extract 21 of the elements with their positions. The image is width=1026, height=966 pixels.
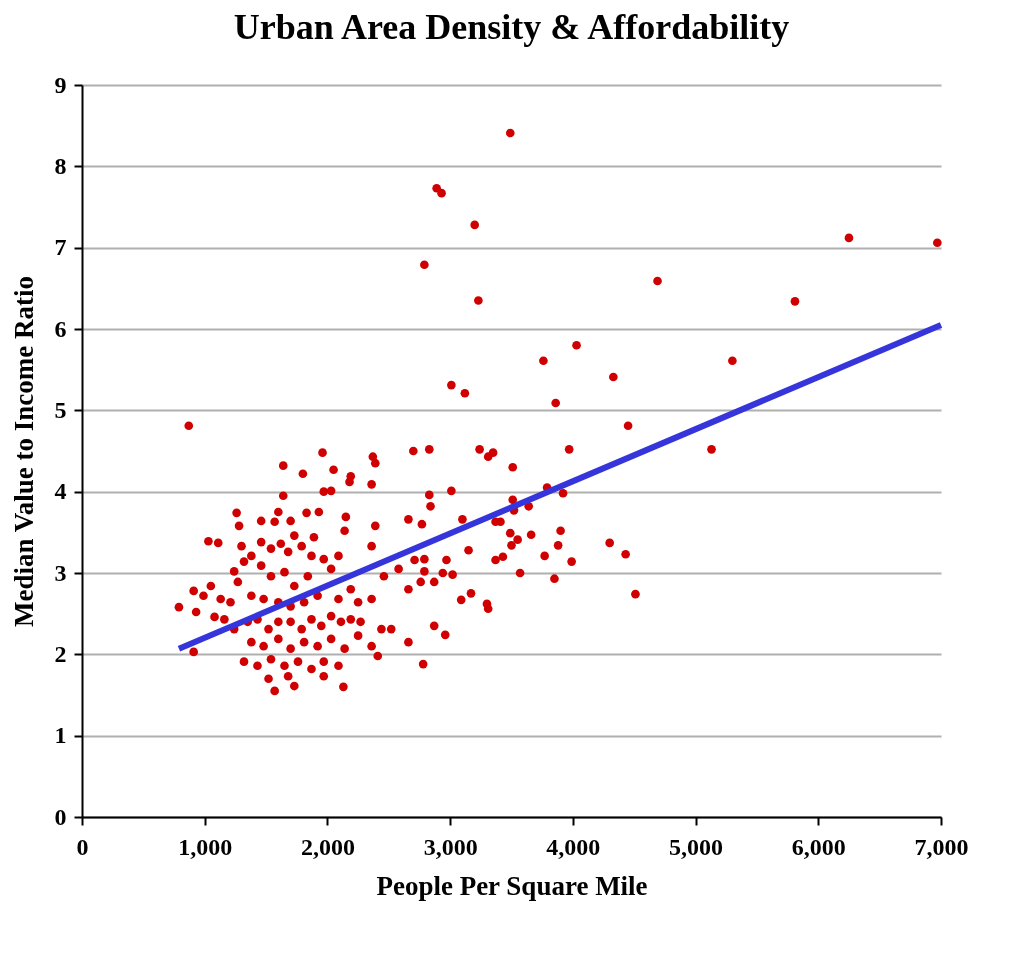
y-tick-label: 0 [54,803,67,830]
x-tick-label: 0 [76,833,89,860]
x-tick-label: 6,000 [791,833,846,860]
y-tick-label: 4 [54,478,67,505]
y-tick-label: 7 [54,234,67,261]
x-tick-label: 5,000 [669,833,724,860]
y-tick-label: 1 [54,722,67,749]
x-tick-label: 7,000 [914,833,969,860]
x-tick-label: 3,000 [423,833,478,860]
y-tick-label: 5 [54,396,67,423]
y-tick-label: 9 [54,71,67,98]
x-tick-label: 2,000 [300,833,355,860]
y-axis-title: Median Value to Income Ratio [8,276,39,627]
y-tick-label: 8 [54,152,67,179]
chart-title: Urban Area Density & Affordability [233,7,790,47]
y-tick-label: 6 [54,315,67,342]
x-tick-label: 4,000 [546,833,601,860]
y-tick-label: 3 [54,559,67,586]
x-axis-title: People Per Square Mile [376,870,648,901]
x-tick-label: 1,000 [178,833,233,860]
y-tick-label: 2 [54,640,67,667]
